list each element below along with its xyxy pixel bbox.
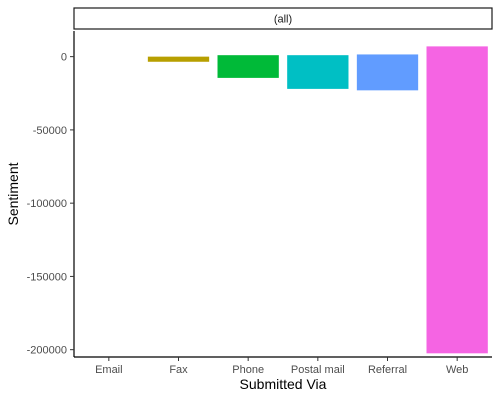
facet-strip-label: (all) (274, 14, 292, 26)
x-tick-label-fax: Fax (169, 364, 188, 376)
bar-phone (217, 55, 279, 78)
bar-fax (147, 56, 210, 62)
y-axis-title: Sentiment (5, 162, 21, 225)
x-ticks-layer: Email Fax Phone Postal mail Referral Web (95, 357, 468, 376)
y-tick-label: -200000 (27, 345, 67, 357)
x-tick-label-referral: Referral (368, 364, 407, 376)
y-tick-label: -150000 (27, 271, 67, 283)
bar-referral (356, 54, 419, 91)
y-ticks-layer: 0 -50000 -100000 -150000 -200000 (27, 52, 74, 357)
x-axis-title: Submitted Via (240, 376, 327, 392)
x-tick-label-web: Web (446, 364, 468, 376)
bars-layer (147, 46, 488, 354)
bar-postal-mail (287, 55, 349, 89)
bar-web (426, 46, 488, 354)
x-tick-label-phone: Phone (232, 364, 264, 376)
y-tick-label: -100000 (27, 198, 67, 210)
x-tick-label-postal-mail: Postal mail (291, 364, 345, 376)
x-tick-label-email: Email (95, 364, 123, 376)
y-tick-label: 0 (61, 52, 67, 64)
y-tick-label: -50000 (33, 125, 67, 137)
facet-strip (73, 7, 493, 30)
